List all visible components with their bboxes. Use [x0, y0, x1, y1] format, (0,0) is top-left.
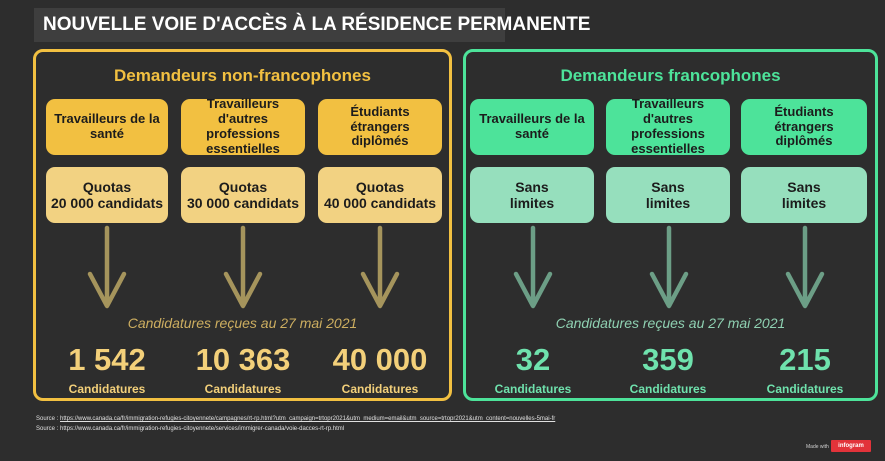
applications-label: Candidatures — [629, 382, 707, 396]
applications-count-students: 215 — [779, 342, 831, 377]
applications-label: Candidatures — [766, 382, 844, 396]
applications-count-students: 40 000 — [332, 342, 428, 377]
quota-card-essential: Sans limites — [606, 167, 730, 223]
applications-label: Candidatures — [204, 382, 282, 396]
category-card-health: Travailleurs de la santé — [470, 99, 594, 155]
down-arrow-icon — [785, 225, 825, 309]
down-arrow-icon — [513, 225, 553, 309]
non-francophone-panel: Demandeurs non-francophones Travailleurs… — [33, 49, 452, 401]
made-with-label: Made with — [806, 444, 829, 450]
quota-line-1: Quotas — [355, 178, 405, 195]
category-card-essential: Travailleurs d'autres professions essent… — [181, 96, 305, 156]
quota-line-2: 20 000 candidats — [50, 195, 164, 211]
quota-line-2: 30 000 candidats — [186, 195, 300, 211]
category-card-students: Étudiants étrangers diplômés — [318, 99, 442, 155]
category-card-students: Étudiants étrangers diplômés — [741, 99, 867, 155]
source-line: Source : https://www.canada.ca/fr/immigr… — [36, 416, 555, 422]
quota-line-2: limites — [645, 195, 691, 211]
infogram-logo[interactable]: infogram — [831, 440, 871, 452]
quota-line-2: 40 000 candidats — [323, 195, 437, 211]
applications-date-subtitle: Candidatures reçues au 27 mai 2021 — [127, 315, 358, 331]
francophone-panel: Demandeurs francophones Travailleurs de … — [463, 49, 878, 401]
quota-line-2: limites — [509, 195, 555, 211]
applications-count-essential: 10 363 — [195, 342, 291, 377]
source-prefix: Source : — [36, 416, 61, 422]
quota-card-essential: Quotas 30 000 candidats — [181, 167, 305, 223]
applications-count-essential: 359 — [642, 342, 694, 377]
applications-count-health: 32 — [515, 342, 551, 377]
page-title: NOUVELLE VOIE D'ACCÈS À LA RÉSIDENCE PER… — [34, 8, 590, 42]
applications-label: Candidatures — [341, 382, 419, 396]
quota-card-students: Quotas 40 000 candidats — [318, 167, 442, 223]
source-line: Source : https://www.canada.ca/fr/immigr… — [36, 426, 345, 432]
applications-count-health: 1 542 — [68, 342, 146, 377]
down-arrow-icon — [649, 225, 689, 309]
panel-heading: Demandeurs francophones — [560, 66, 781, 85]
quota-card-health: Quotas 20 000 candidats — [46, 167, 168, 223]
applications-label: Candidatures — [68, 382, 146, 396]
category-card-essential: Travailleurs d'autres professions essent… — [606, 96, 730, 156]
quota-card-health: Sans limites — [470, 167, 594, 223]
quota-line-1: Sans — [515, 178, 549, 195]
applications-label: Candidatures — [494, 382, 572, 396]
down-arrow-icon — [223, 225, 263, 309]
down-arrow-icon — [360, 225, 400, 309]
category-card-health: Travailleurs de la santé — [46, 99, 168, 155]
source-link[interactable]: https://www.canada.ca/fr/immigration-ref… — [60, 416, 556, 422]
down-arrow-icon — [87, 225, 127, 309]
quota-line-1: Quotas — [82, 178, 132, 195]
panel-heading: Demandeurs non-francophones — [114, 66, 371, 85]
quota-line-2: limites — [781, 195, 827, 211]
quota-card-students: Sans limites — [741, 167, 867, 223]
applications-date-subtitle: Candidatures reçues au 27 mai 2021 — [555, 315, 786, 331]
quota-line-1: Sans — [651, 178, 685, 195]
quota-line-1: Quotas — [218, 178, 268, 195]
quota-line-1: Sans — [787, 178, 821, 195]
